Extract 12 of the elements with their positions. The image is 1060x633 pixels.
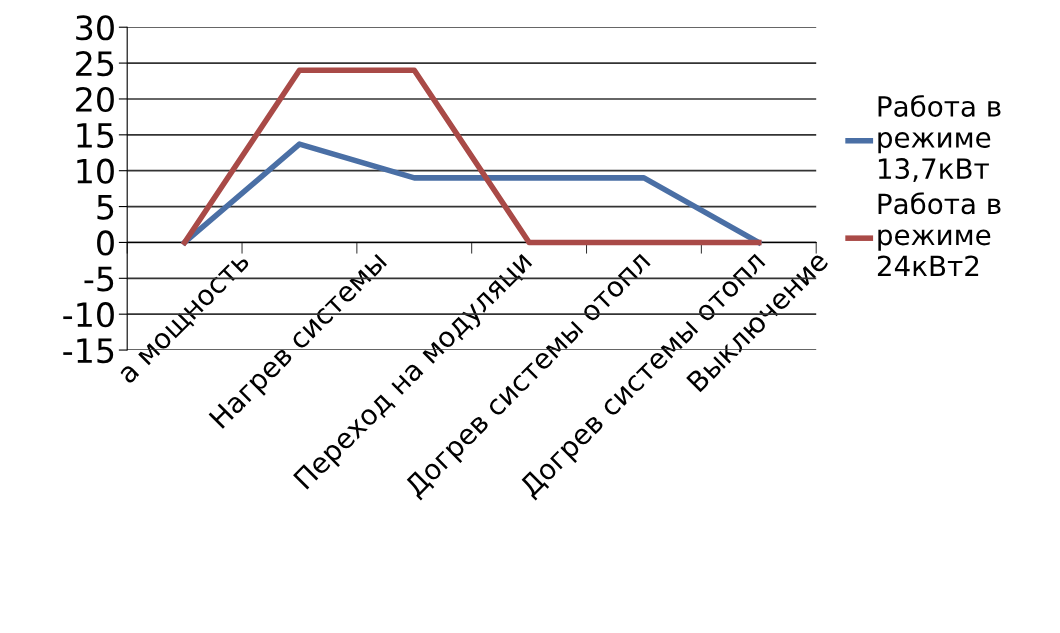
y-tick-label: 20 — [76, 86, 114, 113]
y-tick-label: 0 — [97, 230, 114, 256]
legend-label: Работа в режиме 24кВт2 — [877, 192, 1001, 277]
y-tick-label: 30 — [76, 15, 114, 41]
y-tick-label: 15 — [77, 123, 114, 148]
y-tick-label: 5 — [97, 194, 114, 220]
legend-label: Работа в режиме 13,7кВт — [878, 94, 1001, 182]
y-tick-label: 10 — [77, 158, 114, 184]
y-tick-label: -15 — [63, 338, 114, 364]
y-tick-label: -5 — [84, 266, 114, 292]
y-tick-label: 25 — [76, 51, 114, 77]
y-tick-label: -10 — [63, 302, 114, 328]
